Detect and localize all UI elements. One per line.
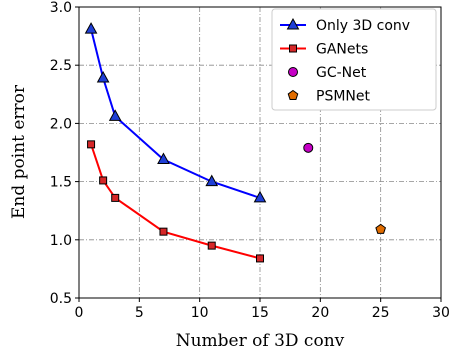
legend-item: Only 3D conv [280, 17, 410, 34]
legend-box [271, 8, 437, 111]
series-line [90, 144, 261, 260]
series-gc-net [303, 142, 314, 153]
y-tick-label: 2.0 [50, 116, 72, 132]
legend: Only 3D conv GANets GC-Net PSMNet [271, 8, 437, 111]
axis-ticks: 0 5 10 15 20 25 30 0.5 1.0 1.5 2.0 2.5 3.0 [50, 0, 450, 321]
y-tick-label: 3.0 [50, 0, 72, 16]
data-point [96, 70, 110, 83]
y-tick-label: 1.0 [50, 233, 72, 249]
legend-marker [287, 89, 299, 101]
series-line [90, 28, 261, 199]
x-axis-title: Number of 3D conv [176, 331, 345, 351]
series-layer [84, 22, 387, 263]
x-tick-label: 15 [251, 305, 269, 321]
legend-marker [286, 17, 300, 30]
data-point [99, 176, 108, 185]
legend-label: GC-Net [316, 65, 367, 81]
legend-label: GANets [316, 42, 368, 58]
x-tick-label: 10 [191, 305, 209, 321]
data-point [253, 190, 267, 203]
legend-label: Only 3D conv [316, 18, 410, 34]
legend-marker [289, 44, 297, 53]
data-point [375, 223, 387, 234]
data-point [205, 174, 219, 187]
data-point [108, 109, 122, 121]
data-point [87, 140, 96, 149]
x-tick-label: 20 [311, 305, 329, 321]
legend-item: GC-Net [288, 65, 367, 81]
data-point [256, 254, 264, 263]
data-point [303, 142, 314, 153]
x-tick-label: 25 [372, 305, 390, 321]
x-tick-label: 30 [432, 305, 450, 321]
legend-marker [288, 67, 298, 77]
data-point [84, 22, 98, 34]
y-tick-label: 2.5 [50, 58, 72, 74]
data-point [111, 193, 120, 202]
x-tick-label: 5 [135, 305, 144, 321]
data-point [157, 152, 170, 164]
data-point [207, 241, 216, 250]
data-point [159, 227, 168, 236]
y-tick-label: 0.5 [50, 291, 72, 307]
legend-item: GANets [280, 42, 368, 58]
y-tick-label: 1.5 [50, 175, 72, 191]
legend-item: PSMNet [287, 89, 370, 105]
series-only-3d-conv [84, 22, 267, 203]
series-ganets [87, 140, 264, 263]
series-psmnet [375, 223, 387, 234]
x-tick-label: 0 [75, 305, 84, 321]
y-axis-title: End point error [9, 84, 29, 219]
legend-label: PSMNet [316, 89, 370, 105]
